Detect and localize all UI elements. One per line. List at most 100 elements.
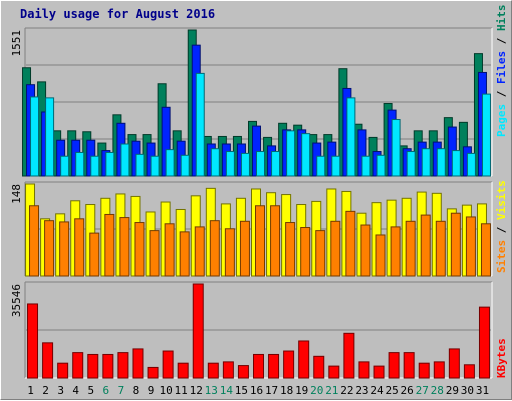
bar-sites	[360, 224, 371, 277]
bar-sites	[345, 210, 356, 277]
bar-kbytes	[57, 362, 69, 379]
bar-pages	[75, 151, 85, 177]
bar-sites	[435, 220, 446, 277]
bar-kbytes	[207, 362, 219, 379]
bar-kbytes	[237, 365, 249, 379]
legend: Pages / Files / Hits	[495, 5, 508, 138]
bar-pages	[436, 148, 446, 177]
x-tick-label: 22	[340, 384, 353, 397]
bar-sites	[255, 205, 265, 277]
bar-pages	[481, 93, 491, 177]
x-tick-label: 19	[295, 384, 308, 397]
bar-kbytes	[132, 348, 144, 379]
bar-kbytes	[313, 355, 325, 379]
x-tick-label: 28	[431, 384, 444, 397]
x-tick-label: 25	[385, 384, 398, 397]
bar-kbytes	[253, 353, 264, 379]
bar-pages	[256, 151, 265, 177]
bar-sites	[224, 228, 235, 277]
bar-pages	[346, 97, 356, 177]
bar-sites	[119, 217, 130, 277]
bar-kbytes	[177, 362, 189, 379]
x-tick-label: 29	[446, 384, 459, 397]
x-tick-label: 6	[103, 384, 110, 397]
bar-sites	[270, 205, 281, 277]
x-tick-label: 20	[310, 384, 323, 397]
bar-kbytes	[448, 348, 460, 379]
x-tick-label: 30	[461, 384, 474, 397]
bar-sites	[44, 220, 55, 277]
bar-pages	[225, 151, 235, 177]
x-tick-label: 14	[220, 384, 234, 397]
bar-sites	[405, 220, 416, 277]
bar-pages	[90, 155, 100, 177]
bar-kbytes	[403, 352, 415, 379]
x-tick-label: 13	[205, 384, 218, 397]
legend-entry-visits: Visits	[495, 180, 508, 220]
x-tick-label: 10	[159, 384, 172, 397]
bar-pages	[421, 148, 431, 177]
legend-entry-hits: Hits	[495, 5, 508, 32]
bar-sites	[300, 227, 311, 277]
x-tick-label: 16	[250, 384, 263, 397]
x-tick-label: 26	[401, 384, 414, 397]
bar-kbytes	[102, 353, 114, 379]
bar-sites	[104, 213, 115, 277]
bar-sites	[330, 220, 341, 277]
bar-sites	[420, 214, 431, 277]
bar-kbytes	[298, 340, 310, 379]
y-max-label: 1551	[10, 30, 23, 57]
x-tick-label: 11	[175, 384, 188, 397]
bar-kbytes	[283, 350, 295, 379]
bar-sites	[390, 226, 401, 277]
bar-pages	[361, 155, 371, 177]
bar-kbytes	[478, 306, 490, 379]
bar-sites	[480, 223, 491, 277]
bar-kbytes	[358, 361, 370, 379]
bar-pages	[45, 97, 55, 177]
x-tick-label: 12	[190, 384, 203, 397]
bar-pages	[466, 152, 476, 177]
legend-entry-kbytes: KBytes	[495, 338, 508, 378]
bar-pages	[376, 154, 386, 177]
bar-pages	[30, 96, 40, 177]
legend-separator: /	[495, 220, 508, 240]
bar-sites	[315, 230, 326, 277]
x-tick-label: 2	[42, 384, 49, 397]
bar-sites	[465, 216, 476, 277]
bar-kbytes	[42, 342, 54, 379]
bar-pages	[210, 148, 220, 177]
legend: Sites / Visits	[495, 180, 508, 273]
bar-kbytes	[418, 362, 430, 379]
x-tick-label: 23	[355, 384, 368, 397]
bar-pages	[316, 155, 326, 177]
bar-kbytes	[373, 365, 385, 379]
x-tick-label: 9	[148, 384, 155, 397]
bar-pages	[240, 152, 250, 177]
legend-separator: /	[495, 84, 508, 104]
bar-sites	[149, 230, 160, 277]
x-tick-label: 21	[325, 384, 338, 397]
bar-kbytes	[27, 303, 39, 379]
legend-separator: /	[495, 31, 508, 51]
bar-kbytes	[388, 352, 400, 379]
bar-sites	[375, 234, 386, 277]
bar-kbytes	[162, 350, 174, 379]
x-tick-label: 8	[133, 384, 140, 397]
bar-pages	[301, 133, 311, 177]
bar-sites	[29, 205, 40, 277]
x-tick-label: 4	[72, 384, 79, 397]
x-tick-label: 27	[416, 384, 429, 397]
bar-sites	[89, 232, 100, 277]
x-tick-label: 15	[235, 384, 248, 397]
x-tick-label: 7	[118, 384, 125, 397]
legend-entry-pages: Pages	[495, 104, 508, 137]
legend: KBytes	[495, 338, 508, 378]
bar-sites	[134, 222, 145, 277]
bar-pages	[406, 151, 416, 177]
bar-pages	[120, 143, 130, 177]
bar-kbytes	[328, 365, 340, 379]
bar-kbytes	[72, 352, 84, 379]
bar-kbytes	[192, 283, 204, 379]
